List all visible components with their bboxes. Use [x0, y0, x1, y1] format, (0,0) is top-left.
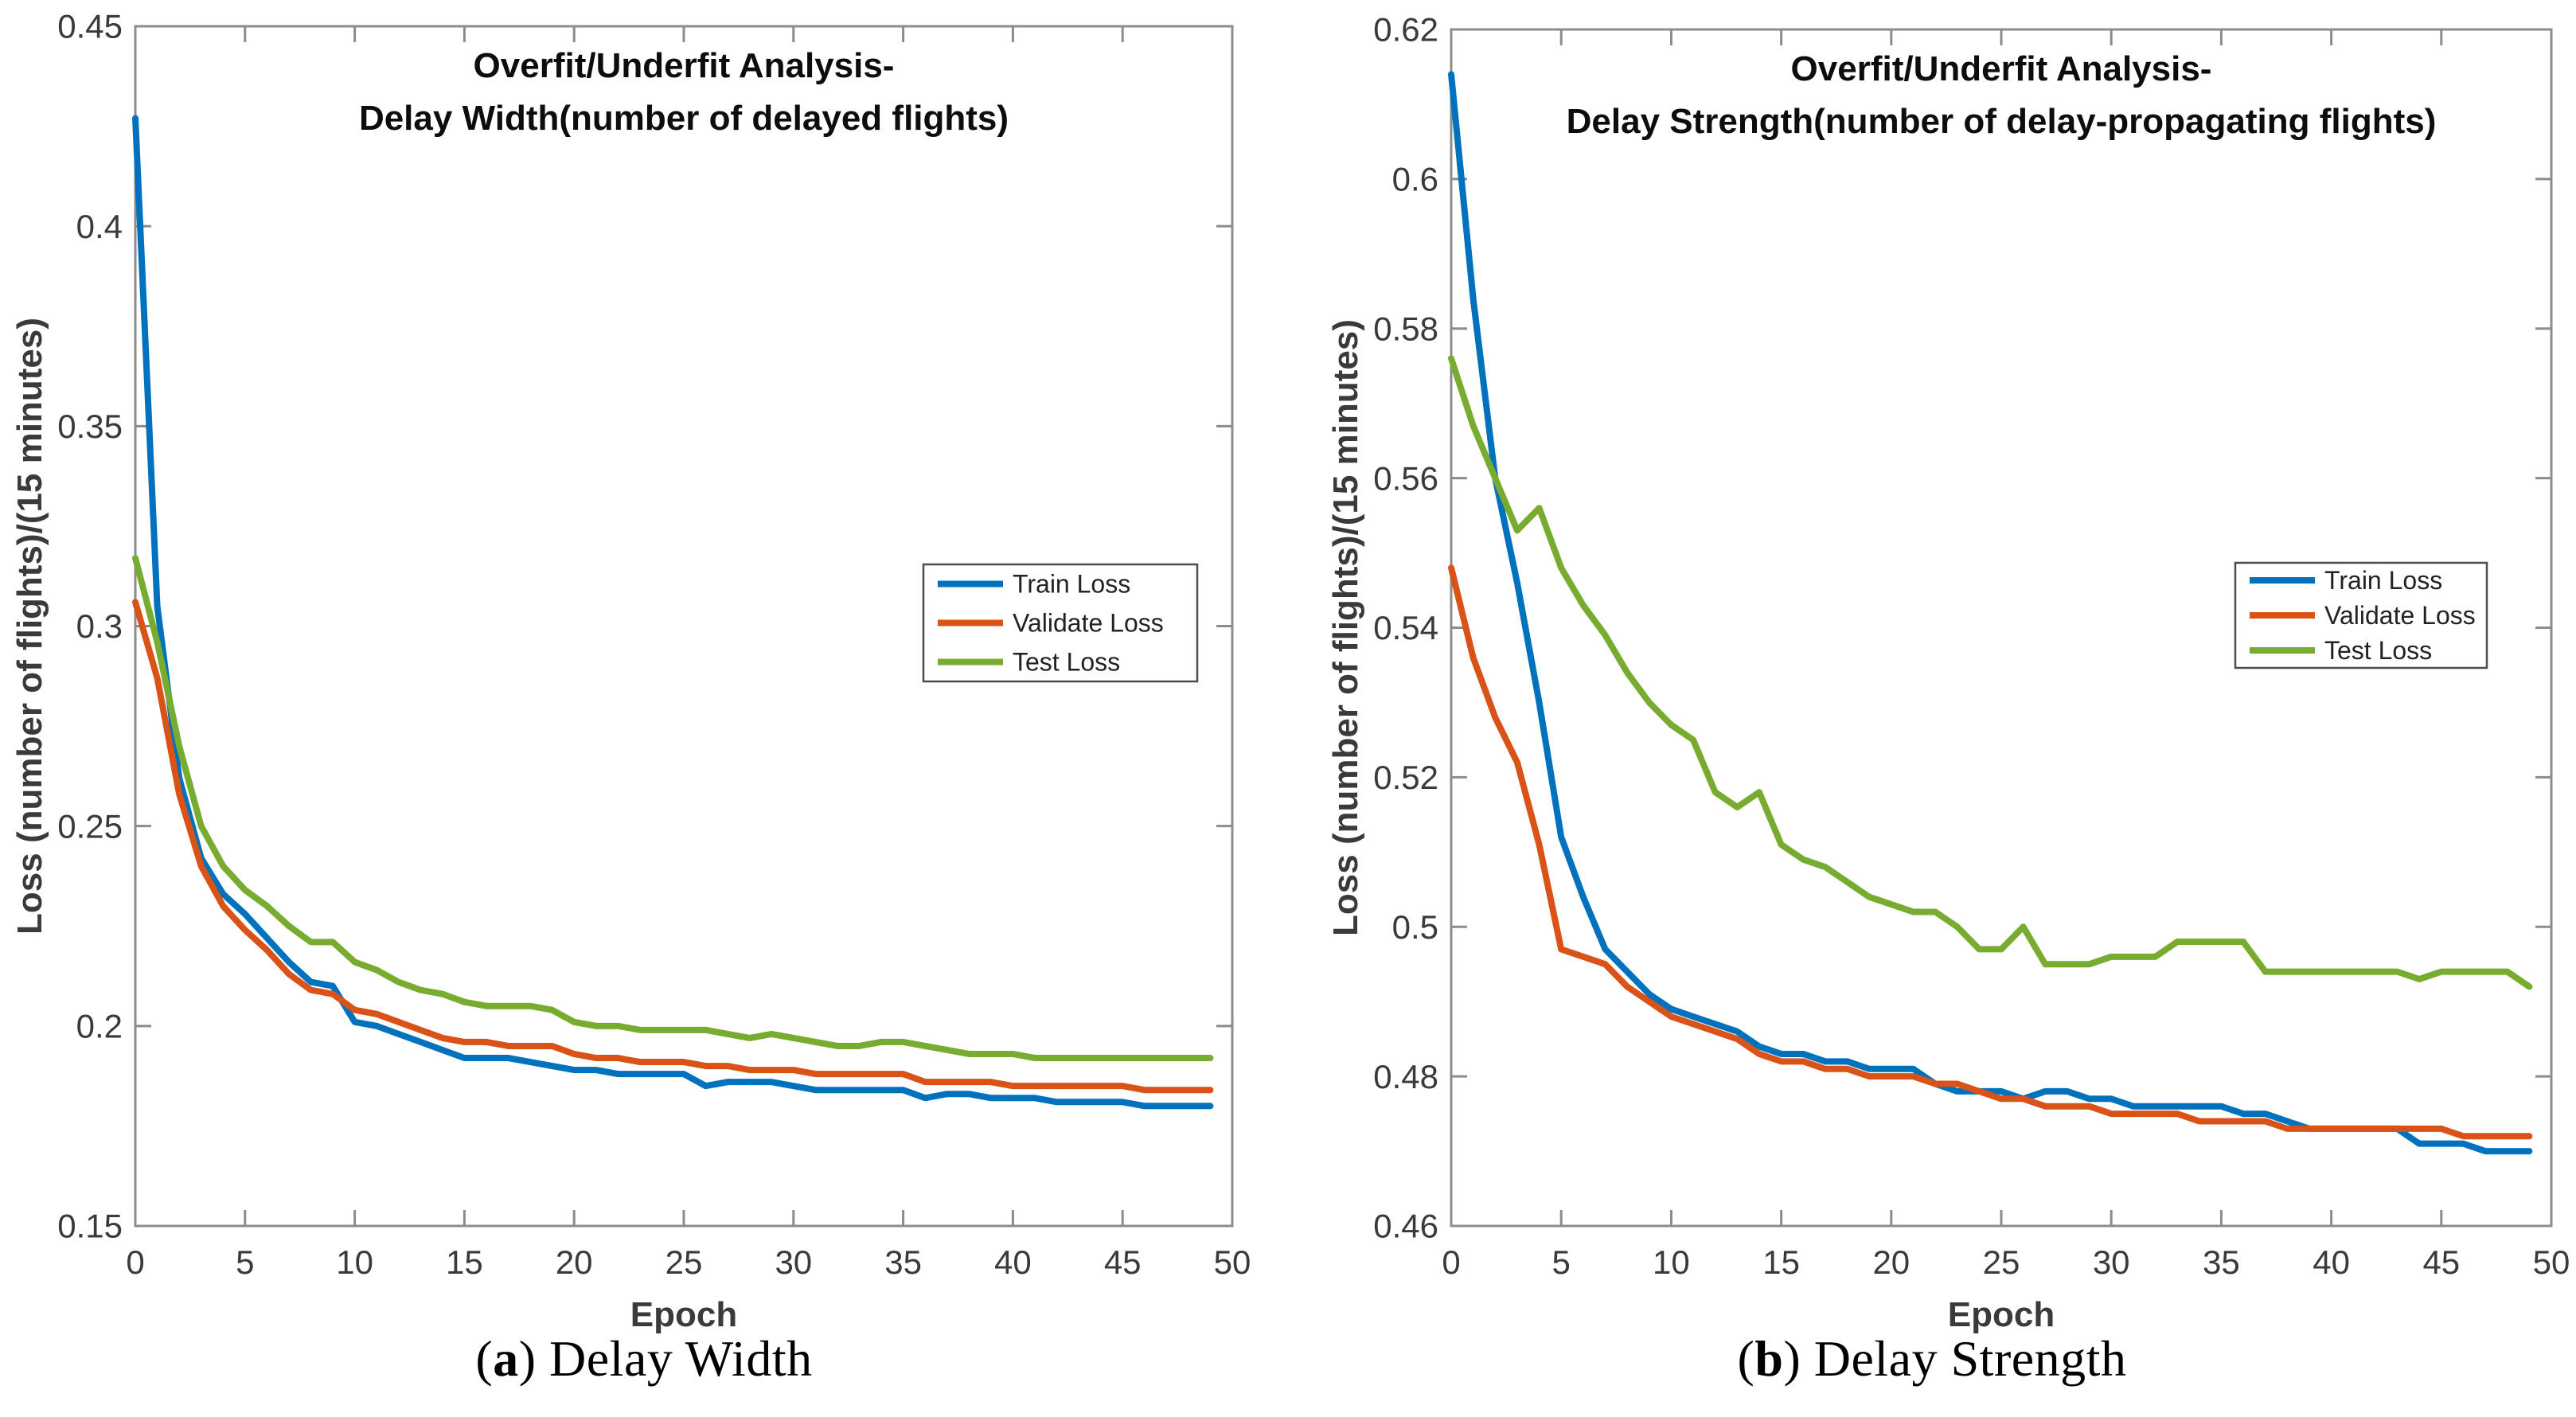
chart-delay-strength: 0 5 10 15 20 25 30 35 40 45 50 0.46 0.48 0.5 0.52 0.54 0…: [1326, 11, 2570, 1334]
series-line-test: [1448, 355, 2533, 990]
x-tick-label: 45: [2422, 1243, 2460, 1281]
y-tick-label: 0.45: [57, 8, 123, 45]
y-tick-label: 0.52: [1373, 759, 1438, 796]
legend-label-test: Test Loss: [2324, 636, 2432, 665]
chart-title-line-2: Delay Width(number of delayed flights): [359, 99, 1009, 138]
y-tick-label: 0.3: [76, 607, 123, 645]
y-axis-label: Loss (number of flights)/(15 minutes): [1326, 319, 1365, 936]
x-tick-label: 0: [1442, 1243, 1460, 1281]
y-tick-label: 0.54: [1373, 609, 1438, 646]
y-tick-label: 0.6: [1392, 161, 1438, 198]
x-tick-label: 5: [1552, 1243, 1571, 1281]
x-axis-label: Epoch: [1948, 1295, 2055, 1334]
caption-delay-width: (a) Delay Width: [0, 1329, 1288, 1388]
x-tick-label: 15: [446, 1243, 483, 1281]
caption-text-delay-strength: ) Delay Strength: [1783, 1330, 2127, 1387]
caption-open-paren: (: [1737, 1330, 1755, 1387]
caption-letter-a: a: [493, 1330, 519, 1387]
y-tick-label: 0.25: [57, 807, 123, 845]
legend-label-train: Train Loss: [1013, 570, 1130, 599]
x-tick-label: 35: [884, 1243, 922, 1281]
x-tick-label: 0: [126, 1243, 144, 1281]
chart-title-line-2: Delay Strength(number of delay-propagati…: [1567, 102, 2437, 141]
series-line-validate: [132, 599, 1214, 1094]
caption-delay-strength: (b) Delay Strength: [1288, 1329, 2576, 1388]
chart-title-line-1: Overfit/Underfit Analysis-: [474, 46, 895, 85]
y-tick-label: 0.48: [1373, 1058, 1438, 1095]
caption-text-delay-width: ) Delay Width: [518, 1330, 813, 1387]
y-tick-label: 0.46: [1373, 1208, 1438, 1245]
caption-open-paren: (: [475, 1330, 494, 1387]
series-line-train: [132, 115, 1214, 1110]
x-tick-label: 30: [2093, 1243, 2130, 1281]
legend-label-validate: Validate Loss: [1013, 609, 1164, 638]
x-tick-label: 25: [665, 1243, 703, 1281]
series-line-test: [132, 555, 1214, 1062]
x-tick-label: 40: [2313, 1243, 2350, 1281]
x-tick-label: 30: [775, 1243, 812, 1281]
x-tick-label: 50: [1214, 1243, 1251, 1281]
x-tick-label: 10: [1653, 1243, 1690, 1281]
x-tick-label: 20: [1872, 1243, 1910, 1281]
legend-label-validate: Validate Loss: [2324, 601, 2476, 630]
legend-label-train: Train Loss: [2324, 566, 2442, 595]
chart-delay-width: 0 5 10 15 20 25 30 35 40 45 50 0.15 0.2 0.25 0.3 0.35 0.…: [10, 8, 1251, 1334]
x-tick-label: 10: [336, 1243, 373, 1281]
legend-label-test: Test Loss: [1013, 648, 1120, 677]
series-line-validate: [1448, 564, 2533, 1140]
y-tick-label: 0.5: [1392, 908, 1438, 946]
y-tick-label: 0.4: [76, 208, 123, 245]
y-tick-label: 0.56: [1373, 459, 1438, 497]
x-tick-label: 20: [556, 1243, 593, 1281]
x-tick-label: 45: [1104, 1243, 1142, 1281]
x-tick-label: 40: [994, 1243, 1032, 1281]
caption-letter-b: b: [1754, 1330, 1784, 1387]
y-tick-label: 0.62: [1373, 11, 1438, 49]
y-tick-label: 0.15: [57, 1208, 123, 1245]
y-tick-label: 0.58: [1373, 310, 1438, 347]
y-axis-label: Loss (number of flights)/(15 minutes): [10, 318, 49, 935]
x-tick-label: 25: [1983, 1243, 2020, 1281]
y-tick-label: 0.35: [57, 408, 123, 445]
x-tick-label: 35: [2203, 1243, 2240, 1281]
x-tick-label: 5: [236, 1243, 254, 1281]
x-axis-label: Epoch: [630, 1295, 737, 1334]
y-tick-label: 0.2: [76, 1008, 123, 1045]
chart-title-line-1: Overfit/Underfit Analysis-: [1791, 49, 2212, 88]
x-tick-label: 50: [2533, 1243, 2570, 1281]
x-tick-label: 15: [1762, 1243, 1800, 1281]
